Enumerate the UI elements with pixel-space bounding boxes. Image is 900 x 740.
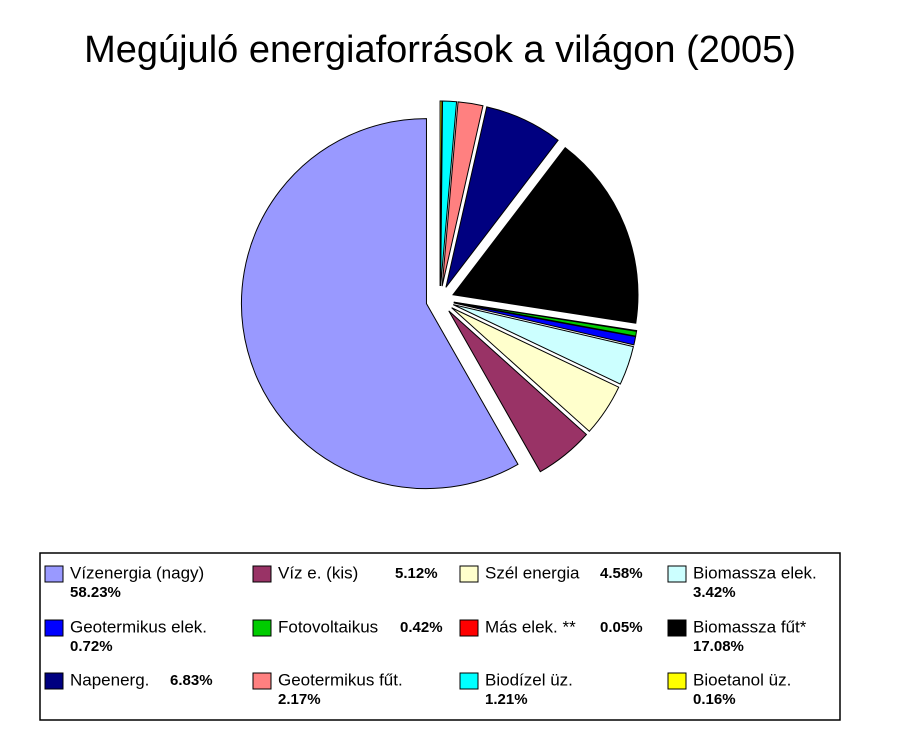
legend-swatch — [252, 672, 272, 690]
pie-slice — [445, 106, 559, 288]
legend-label: Biomassza elek. — [693, 563, 817, 582]
pie-slice — [439, 100, 443, 287]
legend-label: Geotermikus elek. — [70, 617, 207, 636]
legend-value: 0.72% — [70, 638, 113, 655]
legend-value: 17.08% — [693, 638, 744, 655]
legend-value: 58.23% — [70, 584, 121, 601]
legend-value: 5.12% — [395, 565, 438, 582]
pie-slice — [452, 146, 639, 324]
pie-slice — [453, 304, 634, 385]
legend-label: Biodízel üz. — [485, 670, 573, 689]
legend-swatch — [44, 619, 64, 637]
legend-value: 6.83% — [170, 672, 213, 689]
pie-slice — [448, 310, 588, 473]
chart-title: Megújuló energiaforrások a világon (2005… — [84, 29, 796, 71]
legend-value: 0.05% — [600, 619, 643, 636]
legend — [39, 552, 841, 721]
pie-slice — [453, 302, 637, 346]
legend-label: Más elek. ** — [485, 617, 576, 636]
legend-swatch — [44, 672, 64, 690]
pie-slice — [451, 307, 620, 433]
legend-label: Bioetanol üz. — [693, 670, 791, 689]
legend-label: Biomassza fűt* — [693, 617, 807, 636]
legend-value: 0.16% — [693, 691, 736, 708]
legend-swatch — [44, 565, 64, 583]
legend-label: Vízenergia (nagy) — [70, 563, 204, 582]
pie-slice — [453, 301, 638, 332]
legend-swatch — [252, 619, 272, 637]
pie-slice — [440, 100, 458, 287]
legend-swatch — [667, 672, 687, 690]
legend-value: 1.21% — [485, 691, 528, 708]
legend-label: Geotermikus fűt. — [278, 670, 403, 689]
legend-label: Szél energia — [485, 563, 580, 582]
legend-label: Fotovoltaikus — [278, 617, 378, 636]
legend-swatch — [667, 619, 687, 637]
legend-swatch — [667, 565, 687, 583]
legend-value: 4.58% — [600, 565, 643, 582]
legend-swatch — [459, 565, 479, 583]
legend-value: 2.17% — [278, 691, 321, 708]
pie-slice — [240, 118, 519, 490]
legend-label: Napenerg. — [70, 670, 149, 689]
legend-swatch — [252, 565, 272, 583]
legend-label: Víz e. (kis) — [278, 563, 358, 582]
pie-slice — [441, 101, 484, 287]
legend-value: 0.42% — [400, 619, 443, 636]
legend-swatch — [459, 619, 479, 637]
legend-swatch — [459, 672, 479, 690]
legend-value: 3.42% — [693, 584, 736, 601]
